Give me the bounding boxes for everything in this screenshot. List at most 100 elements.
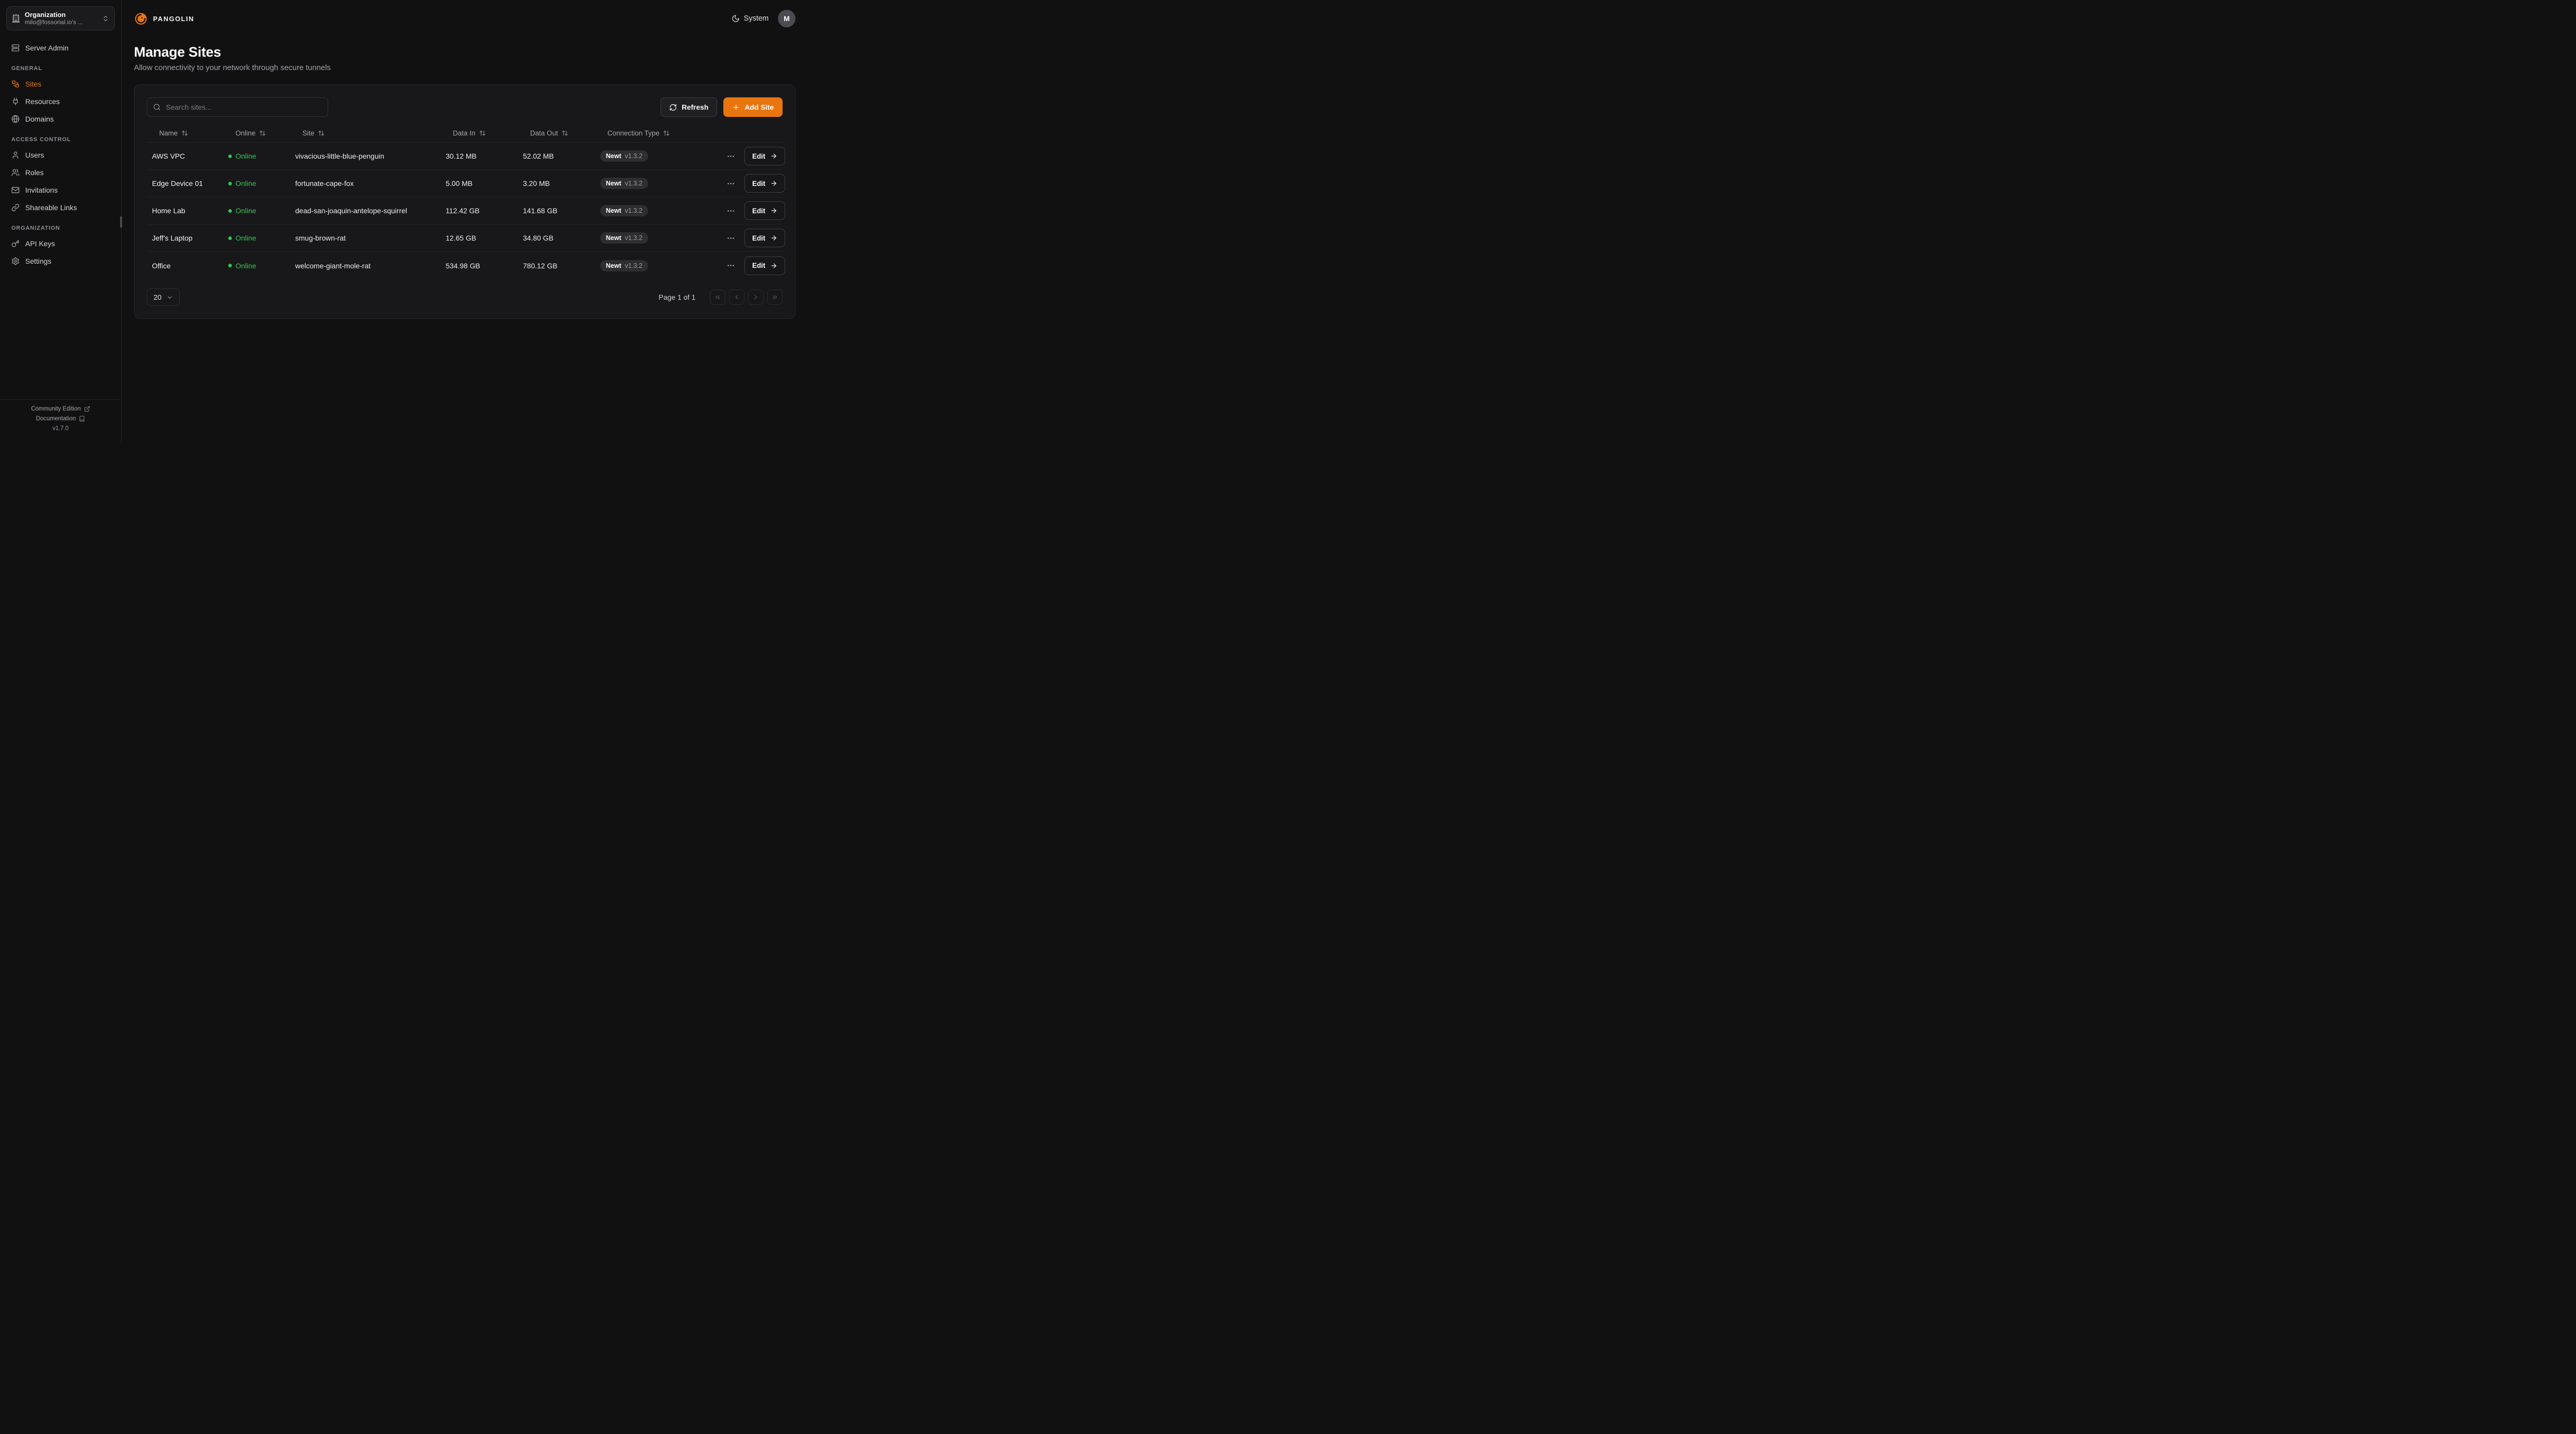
documentation-link[interactable]: Documentation (36, 416, 85, 422)
moon-icon (732, 14, 740, 23)
arrow-right-icon (770, 152, 777, 160)
sidebar-item-label: API Keys (25, 240, 55, 248)
chevrons-up-down-icon (102, 15, 109, 22)
sort-icon (663, 130, 670, 136)
brand: PANGOLIN (134, 12, 194, 26)
sidebar-resize-handle[interactable] (120, 216, 122, 228)
arrow-right-icon (770, 262, 777, 269)
column-header-data-out[interactable]: Data Out (518, 129, 595, 137)
sidebar-item-settings[interactable]: Settings (6, 253, 115, 269)
community-edition-link[interactable]: Community Edition (31, 406, 90, 412)
sites-card: Refresh Add Site Name Online Site Data I… (134, 84, 795, 319)
page-content: Manage Sites Allow connectivity to your … (122, 37, 808, 331)
edit-button[interactable]: Edit (744, 174, 785, 193)
data-out-cell: 3.20 MB (523, 179, 550, 187)
sidebar-item-roles[interactable]: Roles (6, 164, 115, 181)
last-page-button[interactable] (767, 289, 783, 305)
sidebar-item-label: Roles (25, 168, 44, 177)
connection-type-badge: Newt v1.3.2 (600, 150, 648, 162)
connection-type-badge: Newt v1.3.2 (600, 260, 648, 271)
sidebar-item-api-keys[interactable]: API Keys (6, 235, 115, 252)
ellipsis-icon (726, 152, 735, 161)
data-out-cell: 141.68 GB (523, 207, 557, 215)
add-site-button[interactable]: Add Site (723, 97, 783, 117)
users-icon (11, 168, 20, 177)
page-size-select[interactable]: 20 (147, 288, 180, 306)
sidebar-item-domains[interactable]: Domains (6, 111, 115, 127)
theme-label: System (743, 14, 769, 23)
next-page-button[interactable] (748, 289, 764, 305)
site-id-cell: welcome-giant-mole-rat (295, 261, 371, 270)
sidebar-item-sites[interactable]: Sites (6, 76, 115, 92)
site-name-cell: Home Lab (152, 207, 185, 215)
edit-button[interactable]: Edit (744, 201, 785, 220)
row-actions: Edit (719, 229, 786, 247)
pangolin-logo-icon (134, 12, 148, 26)
column-header-data-in[interactable]: Data In (440, 129, 518, 137)
row-menu-button[interactable] (724, 204, 737, 217)
mail-icon (11, 186, 20, 194)
site-name-cell: Office (152, 261, 171, 270)
chevron-down-icon (166, 294, 173, 301)
org-switcher[interactable]: Organization milo@fossorial.io's ... (6, 6, 115, 30)
user-icon (11, 151, 20, 159)
edit-button[interactable]: Edit (744, 147, 785, 165)
connection-type-cell: Newt v1.3.2 (595, 178, 719, 189)
online-status-cell: Online (223, 234, 290, 242)
gear-icon (11, 257, 20, 265)
globe-icon (11, 115, 20, 123)
avatar[interactable]: M (778, 10, 795, 27)
sidebar-item-server-admin[interactable]: Server Admin (6, 40, 115, 56)
previous-page-button[interactable] (729, 289, 744, 305)
external-link-icon (84, 406, 90, 412)
row-menu-button[interactable] (724, 259, 737, 272)
chevron-left-icon (733, 294, 740, 301)
online-dot (228, 181, 232, 185)
data-in-cell: 12.65 GB (446, 234, 477, 242)
data-in-cell: 112.42 GB (446, 207, 480, 215)
row-actions: Edit (719, 147, 786, 165)
sidebar-item-label: Invitations (25, 186, 58, 194)
key-icon (11, 240, 20, 248)
site-name-cell: AWS VPC (152, 152, 185, 160)
sidebar-footer: Community Edition Documentation v1.7.0 (0, 399, 121, 437)
online-dot (228, 154, 232, 158)
sidebar-item-resources[interactable]: Resources (6, 93, 115, 110)
search-input[interactable] (147, 97, 328, 117)
version-label: v1.7.0 (52, 425, 69, 432)
sort-icon (259, 130, 266, 136)
edit-button[interactable]: Edit (744, 229, 785, 247)
online-dot (228, 264, 232, 267)
sidebar-item-shareable-links[interactable]: Shareable Links (6, 199, 115, 216)
link-icon (11, 203, 20, 212)
table-row: AWS VPC Online vivacious-little-blue-pen… (147, 143, 786, 170)
theme-toggle-button[interactable]: System (732, 14, 769, 23)
connection-type-cell: Newt v1.3.2 (595, 150, 719, 162)
column-header-site[interactable]: Site (290, 129, 440, 137)
arrow-right-icon (770, 207, 777, 214)
sidebar-item-label: Domains (25, 115, 54, 123)
site-name-cell: Edge Device 01 (152, 179, 203, 187)
connection-type-cell: Newt v1.3.2 (595, 260, 719, 271)
page-subtitle: Allow connectivity to your network throu… (134, 63, 331, 72)
row-menu-button[interactable] (724, 149, 737, 163)
toolbar-actions: Refresh Add Site (660, 97, 783, 117)
sidebar-item-users[interactable]: Users (6, 147, 115, 163)
table-row: Home Lab Online dead-san-joaquin-antelop… (147, 197, 785, 225)
column-header-name[interactable]: Name (147, 129, 223, 137)
column-header-online[interactable]: Online (223, 129, 290, 137)
sidebar-item-invitations[interactable]: Invitations (6, 182, 115, 198)
refresh-button[interactable]: Refresh (660, 97, 718, 117)
row-menu-button[interactable] (724, 177, 737, 190)
data-out-cell: 780.12 GB (523, 261, 557, 270)
sites-table: Name Online Site Data In Data Out Connec… (147, 124, 786, 279)
online-dot (228, 209, 232, 213)
edit-button[interactable]: Edit (744, 256, 785, 275)
section-title-access-control: ACCESS CONTROL (11, 136, 71, 143)
column-header-connection-type[interactable]: Connection Type (595, 129, 719, 137)
first-page-button[interactable] (710, 289, 725, 305)
connection-type-badge: Newt v1.3.2 (600, 205, 648, 216)
row-menu-button[interactable] (724, 231, 737, 245)
sidebar-item-label: Settings (25, 257, 52, 265)
data-out-cell: 52.02 MB (523, 152, 554, 160)
